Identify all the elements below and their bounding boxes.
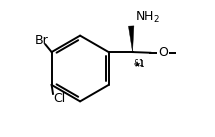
- Text: ★1: ★1: [133, 60, 145, 69]
- Text: Cl: Cl: [53, 92, 65, 105]
- Text: O: O: [158, 46, 168, 59]
- Text: Br: Br: [34, 34, 48, 47]
- Polygon shape: [128, 26, 134, 52]
- Text: NH$_2$: NH$_2$: [135, 10, 160, 25]
- Text: &1: &1: [133, 59, 144, 68]
